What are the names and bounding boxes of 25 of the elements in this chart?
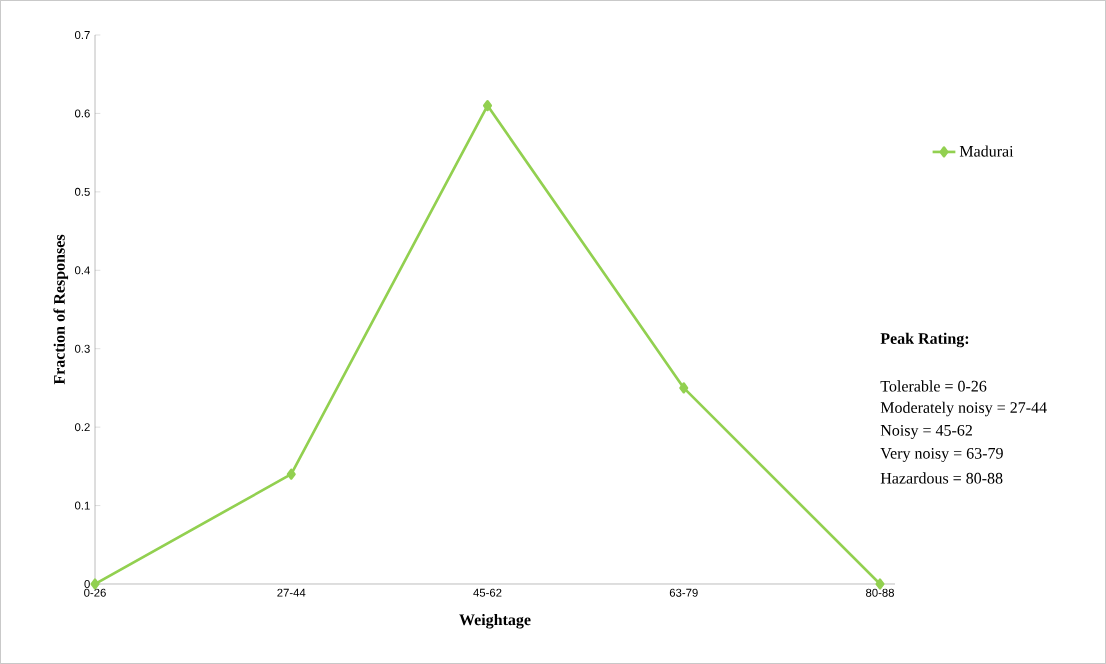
x-tick-label: 45-62	[473, 588, 502, 597]
annotation: Very noisy = 63-79	[880, 447, 1003, 463]
y-tick-label: 0.1	[74, 501, 90, 510]
y-tick-label: 0.4	[74, 266, 90, 275]
point	[482, 99, 493, 112]
y-tick-label: 0.2	[74, 423, 90, 432]
point	[286, 468, 296, 480]
annotation: Hazardous = 80-88	[880, 472, 1003, 484]
annotation: Noisy = 45-62	[880, 424, 972, 440]
x-tick-label: 0-26	[84, 588, 106, 597]
x-tick-label: 27-44	[277, 588, 306, 597]
y-tick-label: 0.6	[74, 109, 90, 118]
annotation: Moderately noisy = 27-44	[880, 401, 1047, 417]
y-tick-label: 0	[84, 580, 90, 589]
x-axis-title: Weightage	[459, 613, 531, 629]
annotation: Peak Rating:	[880, 332, 969, 348]
y-tick-label: 0.3	[74, 344, 90, 353]
legend-label: Madurai	[959, 145, 1014, 157]
y-axis-title: Fraction of Responses	[53, 234, 69, 385]
x-tick-label: 63-79	[669, 588, 698, 597]
x-tick-label: 80-88	[866, 588, 895, 597]
point	[679, 382, 689, 394]
y-tick-label: 0.7	[74, 30, 90, 39]
annotation: Tolerable = 0-26	[880, 380, 987, 392]
y-tick-label: 0.5	[74, 187, 90, 196]
